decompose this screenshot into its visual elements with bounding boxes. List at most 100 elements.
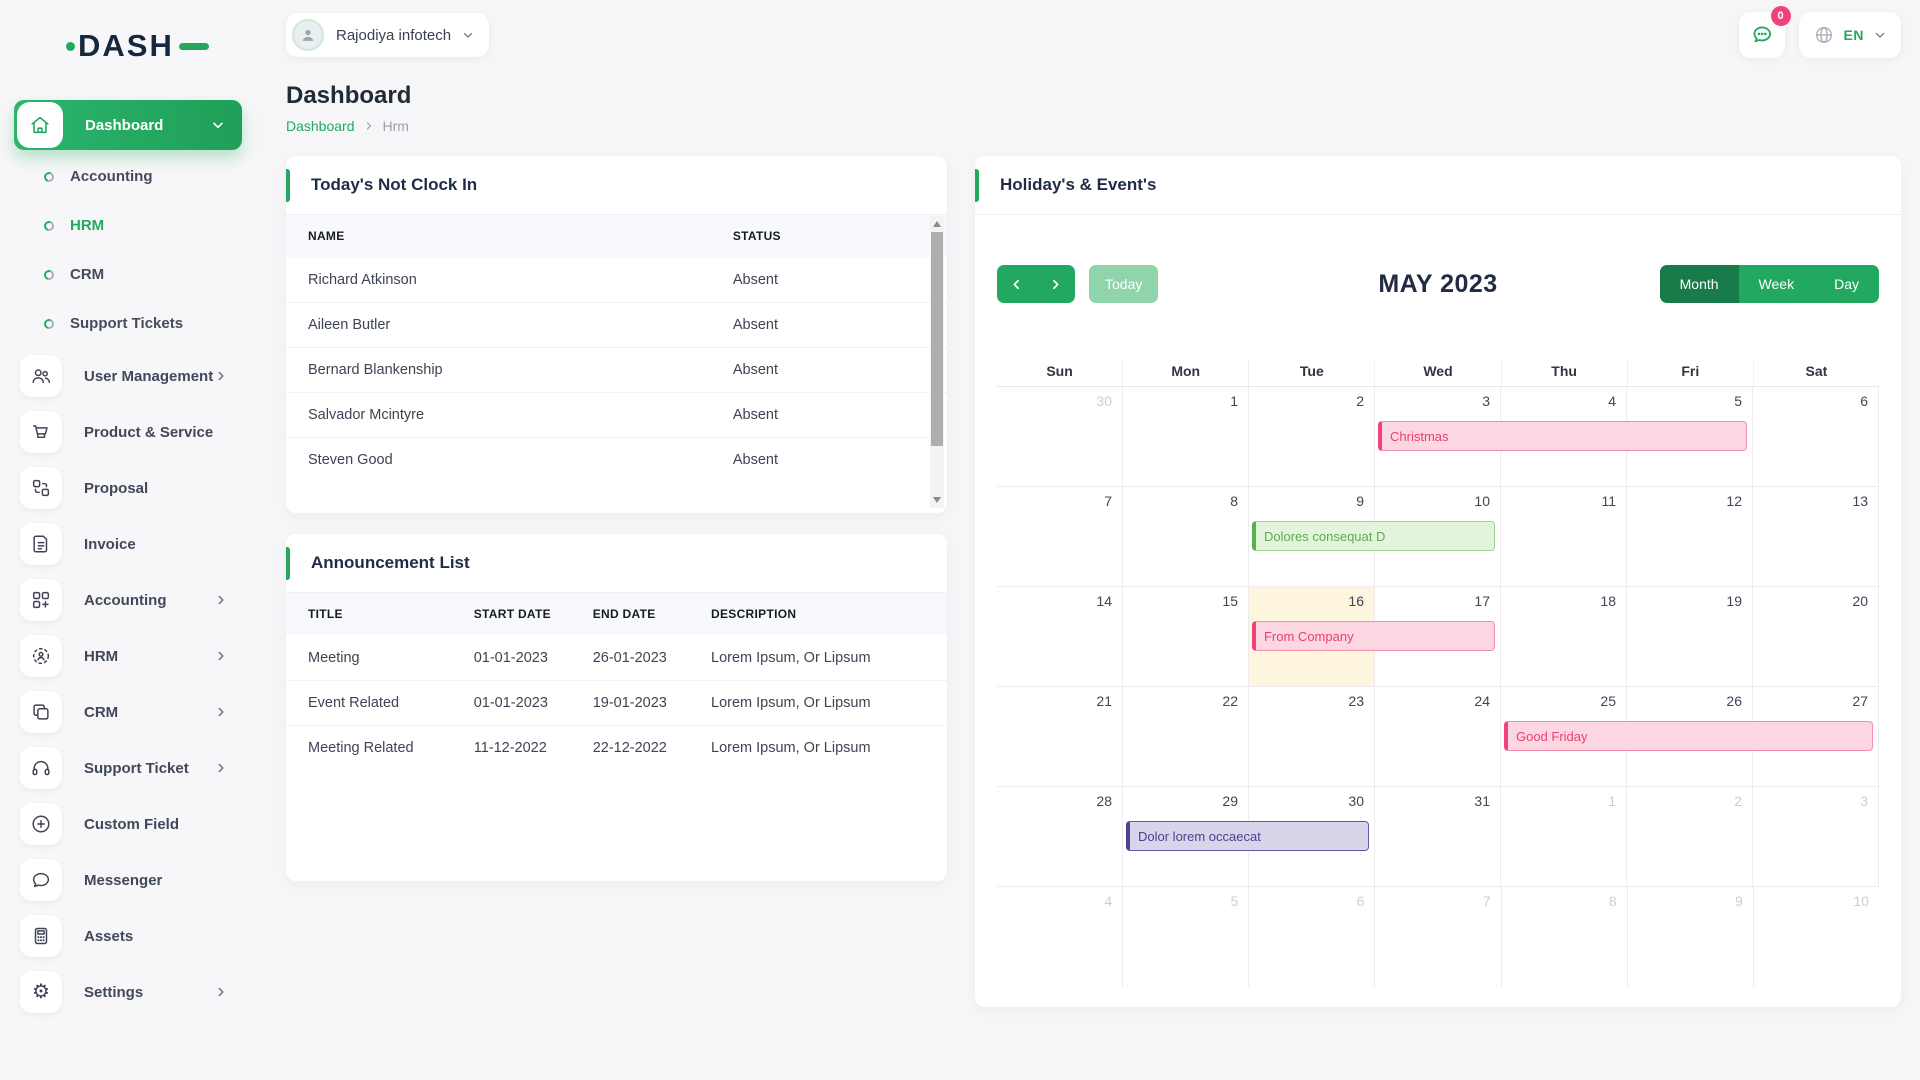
calendar-day-cell[interactable]: 1 [1501, 787, 1627, 886]
sidebar-item-support-ticket[interactable]: Support Ticket [0, 740, 256, 796]
sidebar-item-hrm-sub[interactable]: HRM [0, 201, 256, 250]
calendar-day-cell[interactable]: 2 [1627, 787, 1753, 886]
sidebar-item-dashboard[interactable]: Dashboard [14, 100, 242, 150]
calendar-day-cell[interactable]: 9 [1628, 887, 1754, 987]
sidebar-item-proposal[interactable]: Proposal [0, 460, 256, 516]
calendar-day-cell[interactable]: 1 [1123, 387, 1249, 486]
day-number: 9 [1356, 493, 1364, 509]
swap-squares-icon [20, 467, 62, 509]
sidebar-item-custom-field[interactable]: Custom Field [0, 796, 256, 852]
table-cell: Absent [732, 407, 778, 423]
sidebar-item-crm[interactable]: CRM [0, 684, 256, 740]
main-area: Rajodiya infotech 0 EN [256, 0, 1920, 1080]
sidebar-item-label: Proposal [84, 479, 149, 497]
calendar-day-cell[interactable]: 17 [1375, 587, 1501, 686]
sidebar-item-messenger[interactable]: Messenger [0, 852, 256, 908]
view-week-button[interactable]: Week [1738, 265, 1815, 303]
view-month-button[interactable]: Month [1659, 265, 1739, 303]
company-selector[interactable]: Rajodiya infotech [286, 13, 490, 57]
next-month-button[interactable] [1036, 265, 1075, 303]
calendar-event[interactable]: Dolores consequat D [1251, 521, 1495, 551]
day-number: 7 [1482, 893, 1491, 909]
sidebar: DASH Dashboard Accounting [0, 0, 256, 1080]
calendar-day-cell[interactable]: 31 [1375, 787, 1501, 886]
calendar-day-cell[interactable]: 20 [1753, 587, 1879, 686]
calendar-day-cell[interactable]: 8 [1502, 887, 1628, 987]
calendar-day-cell[interactable]: 10 [1375, 487, 1501, 586]
table-cell: Absent [732, 362, 778, 378]
calendar-day-cell[interactable]: 14 [997, 587, 1123, 686]
invoice-icon [20, 523, 62, 565]
today-button[interactable]: Today [1089, 265, 1159, 303]
calendar-day-cell[interactable]: 30 [997, 387, 1123, 486]
sidebar-item-invoice[interactable]: Invoice [0, 516, 256, 572]
day-number: 26 [1726, 693, 1742, 709]
card-title: Today's Not Clock In [311, 175, 478, 194]
calendar-day-cell[interactable]: 7 [1375, 887, 1502, 987]
calendar-day-cell[interactable]: 30 [1249, 787, 1375, 886]
sidebar-item-settings[interactable]: ⚙ Settings [0, 964, 256, 1020]
sidebar-item-assets[interactable]: Assets [0, 908, 256, 964]
sidebar-item-product-service[interactable]: Product & Service [0, 404, 256, 460]
calendar-day-cell[interactable]: 19 [1627, 587, 1753, 686]
breadcrumb-link-dashboard[interactable]: Dashboard [286, 118, 355, 134]
clockin-table-body: Richard Atkinson Absent Aileen Butler Absen… [286, 257, 947, 482]
calendar-day-header: Mon [1123, 359, 1250, 386]
scrollbar[interactable] [930, 216, 944, 508]
scrollbar-thumb[interactable] [931, 232, 943, 446]
sidebar-item-accounting-sub[interactable]: Accounting [0, 152, 256, 201]
calendar-day-cell[interactable]: 22 [1123, 687, 1249, 786]
calendar-day-cell[interactable]: 6 [1249, 887, 1376, 987]
calendar-event[interactable]: From Company [1251, 621, 1495, 651]
table-cell: 22-12-2022 [592, 740, 667, 756]
calendar-day-cell[interactable]: 3 [1753, 787, 1879, 886]
calendar-event[interactable]: Christmas [1378, 421, 1747, 451]
calendar-day-cell[interactable]: 6 [1753, 387, 1879, 486]
calendar-day-cell[interactable]: 24 [1375, 687, 1501, 786]
prev-month-button[interactable] [997, 265, 1036, 303]
calendar-day-cell[interactable]: 4 [997, 887, 1124, 987]
calendar-day-cell[interactable]: 5 [1627, 387, 1753, 486]
calendar-day-cell[interactable]: 7 [997, 487, 1123, 586]
sidebar-item-accounting[interactable]: Accounting [0, 572, 256, 628]
sidebar-item-crm-sub[interactable]: CRM [0, 250, 256, 299]
scroll-up-icon[interactable] [933, 221, 941, 227]
day-number: 16 [1348, 593, 1364, 609]
card-accent [286, 547, 290, 580]
calendar-day-cell[interactable]: 5 [1123, 887, 1250, 987]
day-number: 6 [1356, 893, 1365, 909]
language-selector[interactable]: EN [1798, 12, 1901, 58]
sidebar-item-user-management[interactable]: User Management [0, 348, 256, 404]
calendar-day-cell[interactable]: 18 [1501, 587, 1627, 686]
table-row: Salvador Mcintyre Absent [286, 392, 947, 437]
sidebar-item-hrm[interactable]: HRM [0, 628, 256, 684]
calendar-day-cell[interactable]: 12 [1627, 487, 1753, 586]
view-day-button[interactable]: Day [1814, 265, 1879, 303]
calendar-day-cell[interactable]: 28 [997, 787, 1123, 886]
calendar-card: Holiday's & Event's Today MAY 202 [975, 156, 1901, 1007]
calendar-day-cell[interactable]: 23 [1249, 687, 1375, 786]
calendar-day-cell[interactable]: 11 [1501, 487, 1627, 586]
chevron-down-icon [1873, 28, 1887, 42]
calendar-toolbar: Today MAY 2023 Month Week Day [997, 265, 1879, 303]
day-number: 18 [1600, 593, 1616, 609]
grid-plus-icon [20, 579, 62, 621]
calendar-day-cell[interactable]: 2 [1249, 387, 1375, 486]
calendar-day-cell[interactable]: 13 [1753, 487, 1879, 586]
calendar-day-cell[interactable]: 27 [1753, 687, 1879, 786]
table-row: Meeting 01-01-2023 26-01-2023 Lorem Ipsum, … [286, 635, 947, 680]
messages-button[interactable]: 0 [1738, 6, 1791, 58]
calendar-day-cell[interactable]: 8 [1123, 487, 1249, 586]
scroll-down-icon[interactable] [933, 497, 941, 503]
calendar-day-cell[interactable]: 15 [1123, 587, 1249, 686]
calendar-day-cell[interactable]: 10 [1754, 887, 1879, 987]
table-row: Richard Atkinson Absent [286, 257, 947, 302]
calendar-day-header-row: Sun Mon Tue Wed Thu Fri Sat [997, 359, 1879, 387]
day-number: 29 [1222, 793, 1238, 809]
day-number: 1 [1230, 393, 1238, 409]
calendar-day-cell[interactable]: 21 [997, 687, 1123, 786]
calendar-week-row: 30 1 2 3 4 5 6 Christmas [997, 387, 1879, 487]
sidebar-item-support-tickets-sub[interactable]: Support Tickets [0, 299, 256, 348]
calendar-event[interactable]: Good Friday [1503, 721, 1873, 751]
calendar-event[interactable]: Dolor lorem occaecat [1126, 821, 1369, 851]
